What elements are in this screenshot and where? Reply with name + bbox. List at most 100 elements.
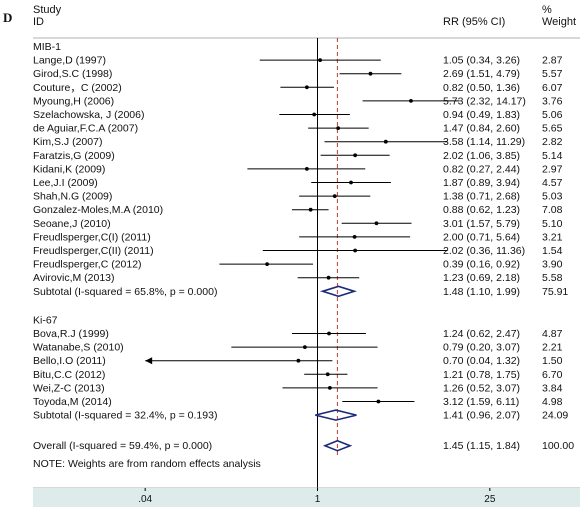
study-row-0-10-label: Shah,N.G (2009) — [33, 191, 112, 203]
study-row-0-0-weight: 2.87 — [542, 55, 563, 67]
study-row-0-6-point — [383, 139, 388, 144]
study-row-1-1-ci-text: 0.79 (0.20, 3.07) — [443, 342, 520, 354]
overall-ci-text: 1.45 (1.15, 1.84) — [443, 440, 520, 452]
group-label-0: MIB-1 — [33, 41, 61, 53]
study-row-0-14-point — [353, 248, 358, 253]
study-row-0-3-point — [409, 99, 413, 103]
study-row-1-0-ci-text: 1.24 (0.62, 2.47) — [443, 328, 520, 340]
study-row-0-6-weight: 2.82 — [542, 136, 563, 148]
subtotal-row-0-diamond — [319, 285, 358, 298]
study-row-0-16-label: Avirovic,M (2013) — [33, 272, 115, 284]
study-row-0-15-point — [265, 262, 269, 266]
overall-weight: 100.00 — [542, 440, 574, 452]
study-row-0-15-weight: 3.90 — [542, 259, 563, 271]
study-row-1-5-label: Toyoda,M (2014) — [33, 396, 112, 408]
study-row-0-12-label: Seoane,J (2010) — [33, 218, 111, 230]
study-row-0-6-label: Kim,S.J (2007) — [33, 136, 102, 148]
study-row-0-7-point — [353, 153, 358, 158]
study-row-1-0-point — [327, 331, 331, 336]
header-weight: Weight — [542, 16, 576, 28]
study-row-0-12-weight: 5.10 — [542, 218, 563, 230]
study-row-0-3-weight: 3.76 — [542, 95, 563, 107]
overall-diamond — [322, 439, 353, 452]
study-row-1-1-point — [302, 345, 307, 349]
subtotal-row-1-weight: 24.09 — [542, 410, 568, 422]
study-row-1-2-label: Bello,I.O (2011) — [33, 355, 106, 367]
header-id: ID — [33, 16, 44, 28]
study-row-1-1-weight: 2.21 — [542, 342, 563, 354]
subtotal-row-1-label: Subtotal (I-squared = 32.4%, p = 0.193) — [33, 410, 217, 422]
tick-label-2: 25 — [484, 494, 496, 505]
study-row-0-8-weight: 2.97 — [542, 163, 563, 175]
study-row-0-5-weight: 5.65 — [542, 123, 563, 135]
study-row-0-13-label: Freudlsperger,C(I) (2011) — [33, 231, 151, 243]
study-row-1-5-ci-text: 3.12 (1.59, 6.11) — [443, 396, 519, 408]
study-row-0-9-ci-text: 1.87 (0.89, 3.94) — [443, 177, 520, 189]
study-row-1-3-label: Bitu,C.C (2012) — [33, 369, 105, 381]
study-row-0-0-point — [318, 58, 323, 62]
study-row-0-7-label: Faratzis,G (2009) — [33, 150, 115, 162]
study-row-0-4-point — [312, 112, 317, 117]
study-row-0-6-ci-text: 3.58 (1.14, 11.29) — [443, 136, 525, 148]
study-row-0-4-label: Szelachowska, J (2006) — [33, 109, 144, 121]
study-row-0-2-ci-text: 0.82 (0.50, 1.36) — [443, 82, 520, 94]
study-row-0-4-weight: 5.06 — [542, 109, 563, 121]
study-row-0-8-ci-text: 0.82 (0.27, 2.44) — [443, 163, 520, 175]
study-row-0-2-point — [304, 85, 309, 90]
study-row-0-13-ci-text: 2.00 (0.71, 5.64) — [443, 231, 520, 243]
study-row-0-15-ci-text: 0.39 (0.16, 0.92) — [443, 259, 520, 271]
study-row-0-13-point — [352, 235, 357, 239]
study-row-0-3-label: Myoung,H (2006) — [33, 95, 114, 107]
study-row-1-4-label: Wei,Z-C (2013) — [33, 382, 105, 394]
study-row-0-0-label: Lange,D (1997) — [33, 55, 106, 67]
study-row-0-16-ci-text: 1.23 (0.69, 2.18) — [443, 272, 520, 284]
study-row-0-7-weight: 5.14 — [542, 150, 563, 162]
study-row-0-7-ci-text: 2.02 (1.06, 3.85) — [443, 150, 520, 162]
study-row-0-14-ci-text: 2.02 (0.36, 11.36) — [443, 245, 525, 257]
study-row-0-12-point — [374, 221, 379, 226]
study-row-0-5-point — [336, 126, 341, 130]
header-effect: RR (95% CI) — [443, 16, 505, 28]
study-row-0-13-weight: 3.21 — [542, 231, 563, 243]
subtotal-row-0-weight: 75.91 — [542, 286, 568, 298]
study-row-1-4-point — [327, 386, 332, 390]
study-row-0-11-label: Gonzalez-Moles,M.A (2010) — [33, 204, 163, 216]
study-row-1-2-weight: 1.50 — [542, 355, 563, 367]
study-row-0-10-weight: 5.03 — [542, 191, 563, 203]
study-row-0-9-label: Lee,J.I (2009) — [33, 177, 98, 189]
note-text: NOTE: Weights are from random effects an… — [33, 458, 261, 470]
study-row-0-15-label: Freudlsperger,C (2012) — [33, 259, 142, 271]
group-label-1: Ki-67 — [33, 314, 58, 326]
study-row-0-1-label: Girod,S.C (1998) — [33, 68, 112, 80]
overall-label: Overall (I-squared = 59.4%, p = 0.000) — [33, 440, 212, 452]
study-row-0-2-label: Couture，C (2002) — [33, 82, 122, 94]
study-row-1-5-weight: 4.98 — [542, 396, 563, 408]
subtotal-row-1-diamond — [315, 409, 357, 421]
study-row-0-3-ci-text: 5.73 (2.32, 14.17) — [443, 95, 526, 107]
study-row-0-4-ci-text: 0.94 (0.49, 1.83) — [443, 109, 520, 121]
header-study: Study — [33, 4, 62, 16]
study-row-0-14-weight: 1.54 — [542, 245, 563, 257]
study-row-0-0-ci-text: 1.05 (0.34, 3.26) — [443, 55, 520, 67]
study-row-0-14-label: Freudlsperger,C(II) (2011) — [33, 245, 154, 257]
study-row-0-8-label: Kidani,K (2009) — [33, 163, 105, 175]
study-row-1-4-weight: 3.84 — [542, 382, 563, 394]
subtotal-row-0-ci-text: 1.48 (1.10, 1.99) — [443, 286, 520, 298]
study-row-0-8-point — [304, 167, 309, 171]
study-row-0-1-point — [368, 71, 373, 76]
subtotal-row-1-ci-text: 1.41 (0.96, 2.07) — [443, 410, 520, 422]
study-row-1-3-ci-text: 1.21 (0.78, 1.75) — [443, 369, 520, 381]
study-row-0-11-ci-text: 0.88 (0.62, 1.23) — [443, 204, 520, 216]
subtotal-row-0-label: Subtotal (I-squared = 65.8%, p = 0.000) — [33, 286, 217, 298]
study-row-1-4-ci-text: 1.26 (0.52, 3.07) — [443, 382, 520, 394]
study-row-1-2-arrow — [145, 357, 153, 365]
header-percent: % — [542, 4, 552, 16]
panel-label: D — [3, 10, 13, 25]
study-row-0-12-ci-text: 3.01 (1.57, 5.79) — [443, 218, 520, 230]
study-row-0-9-weight: 4.57 — [542, 177, 563, 189]
study-row-0-16-weight: 5.58 — [542, 272, 563, 284]
study-row-1-2-ci-text: 0.70 (0.04, 1.32) — [443, 355, 520, 367]
study-row-0-9-point — [349, 180, 353, 185]
study-row-0-1-ci-text: 2.69 (1.51, 4.79) — [443, 68, 520, 80]
